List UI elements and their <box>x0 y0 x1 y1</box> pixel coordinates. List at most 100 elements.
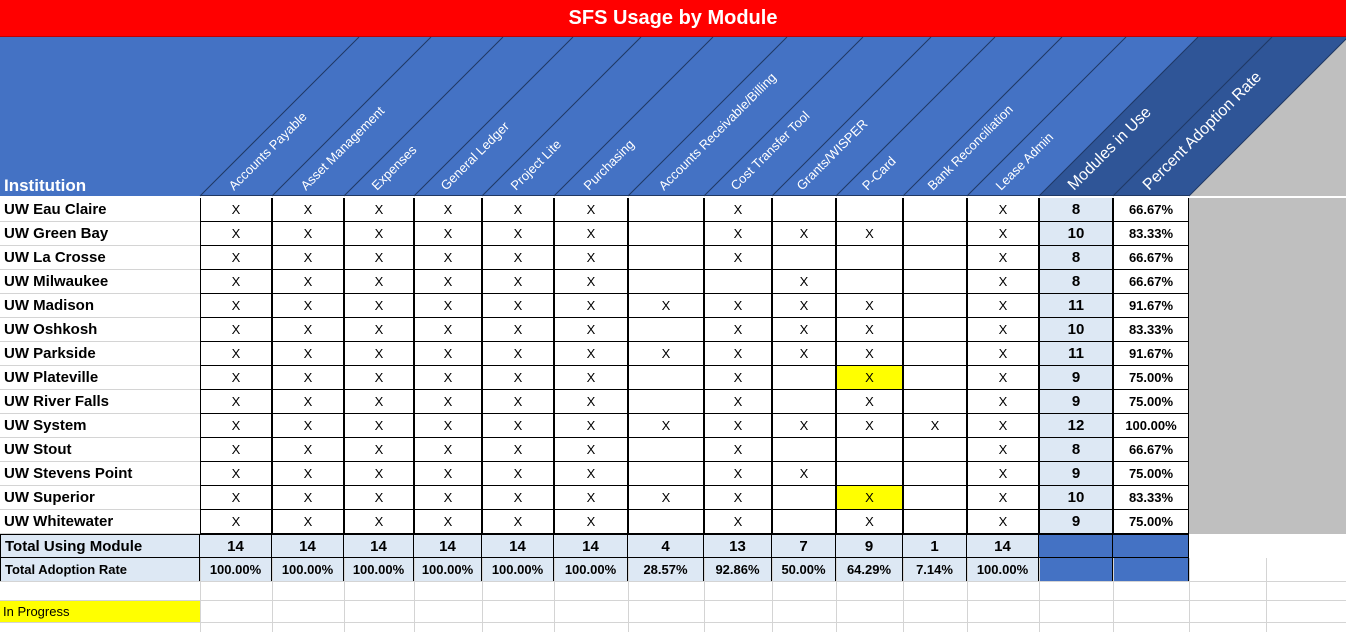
module-mark: X <box>704 222 772 246</box>
module-mark: X <box>967 462 1039 486</box>
module-mark <box>772 486 836 510</box>
grid-line <box>903 558 904 632</box>
adoption-rate: 66.67% <box>1113 246 1189 270</box>
institution-name: UW River Falls <box>0 390 200 414</box>
adoption-rate: 83.33% <box>1113 318 1189 342</box>
module-mark: X <box>414 462 482 486</box>
grid-line <box>628 558 629 632</box>
modules-in-use: 11 <box>1039 294 1113 318</box>
adoption-rate: 75.00% <box>1113 366 1189 390</box>
header-separator <box>1188 38 1346 197</box>
module-mark <box>628 318 704 342</box>
module-mark: X <box>272 510 344 534</box>
module-mark: X <box>704 342 772 366</box>
header-separator <box>902 37 1063 197</box>
module-mark: X <box>554 390 628 414</box>
module-mark <box>903 342 967 366</box>
module-mark: X <box>344 510 414 534</box>
module-mark: X <box>772 462 836 486</box>
module-mark: X <box>836 390 903 414</box>
module-mark: X <box>704 462 772 486</box>
module-mark: X <box>344 438 414 462</box>
module-mark: X <box>836 510 903 534</box>
module-mark <box>836 198 903 222</box>
module-mark: X <box>628 414 704 438</box>
grid-line <box>414 558 415 632</box>
module-mark: X <box>704 366 772 390</box>
modules-in-use: 8 <box>1039 198 1113 222</box>
module-mark: X <box>272 270 344 294</box>
module-mark: X <box>836 414 903 438</box>
module-mark: X <box>200 222 272 246</box>
module-mark <box>836 462 903 486</box>
module-mark: X <box>554 270 628 294</box>
modules-in-use: 11 <box>1039 342 1113 366</box>
module-mark <box>836 270 903 294</box>
module-mark: X <box>344 486 414 510</box>
total-using-summary <box>1039 534 1113 558</box>
total-rate-value: 50.00% <box>772 558 836 582</box>
header-separator <box>966 37 1127 197</box>
module-mark: X <box>836 222 903 246</box>
module-mark: X <box>482 294 554 318</box>
module-mark <box>903 318 967 342</box>
total-using-value: 14 <box>414 534 482 558</box>
module-mark: X <box>836 294 903 318</box>
module-mark: X <box>836 318 903 342</box>
modules-in-use: 8 <box>1039 270 1113 294</box>
module-mark: X <box>200 414 272 438</box>
module-mark: X <box>414 510 482 534</box>
module-mark: X <box>482 222 554 246</box>
module-mark: X <box>272 486 344 510</box>
module-mark: X <box>482 246 554 270</box>
total-rate-value: 64.29% <box>836 558 903 582</box>
module-mark: X <box>704 246 772 270</box>
header-separator <box>627 37 788 197</box>
header-separator <box>1112 37 1273 197</box>
module-mark: X <box>967 198 1039 222</box>
total-rate-summary <box>1039 558 1113 582</box>
module-mark: X <box>628 294 704 318</box>
module-mark: X <box>414 366 482 390</box>
module-mark: X <box>414 390 482 414</box>
grid-line <box>772 558 773 632</box>
institution-header: Institution <box>4 176 86 195</box>
module-mark: X <box>344 318 414 342</box>
adoption-rate: 100.00% <box>1113 414 1189 438</box>
module-mark: X <box>414 198 482 222</box>
grid-line <box>482 558 483 632</box>
module-mark: X <box>272 318 344 342</box>
modules-in-use: 8 <box>1039 438 1113 462</box>
module-mark: X <box>200 366 272 390</box>
adoption-rate: 66.67% <box>1113 198 1189 222</box>
module-mark: X <box>554 342 628 366</box>
institution-name: UW Milwaukee <box>0 270 200 294</box>
module-mark: X <box>772 414 836 438</box>
side-gray-area <box>1189 198 1346 534</box>
total-rate-value: 100.00% <box>344 558 414 582</box>
module-mark <box>628 270 704 294</box>
module-mark: X <box>414 318 482 342</box>
institution-name: UW Oshkosh <box>0 318 200 342</box>
header-separator <box>835 37 996 197</box>
adoption-rate: 91.67% <box>1113 342 1189 366</box>
total-rate-value: 100.00% <box>482 558 554 582</box>
module-mark: X <box>272 438 344 462</box>
module-mark: X <box>344 270 414 294</box>
module-mark: X <box>200 390 272 414</box>
grid-line <box>272 558 273 632</box>
module-mark: X <box>272 294 344 318</box>
modules-in-use: 9 <box>1039 390 1113 414</box>
module-mark: X <box>414 342 482 366</box>
modules-in-use: 9 <box>1039 462 1113 486</box>
module-mark: X <box>704 486 772 510</box>
module-mark: X <box>344 246 414 270</box>
total-using-value: 1 <box>903 534 967 558</box>
module-mark <box>772 246 836 270</box>
module-mark: X <box>772 222 836 246</box>
total-rate-value: 92.86% <box>704 558 772 582</box>
grid-line <box>344 558 345 632</box>
module-mark: X <box>200 462 272 486</box>
modules-in-use: 9 <box>1039 510 1113 534</box>
module-mark: X <box>554 438 628 462</box>
